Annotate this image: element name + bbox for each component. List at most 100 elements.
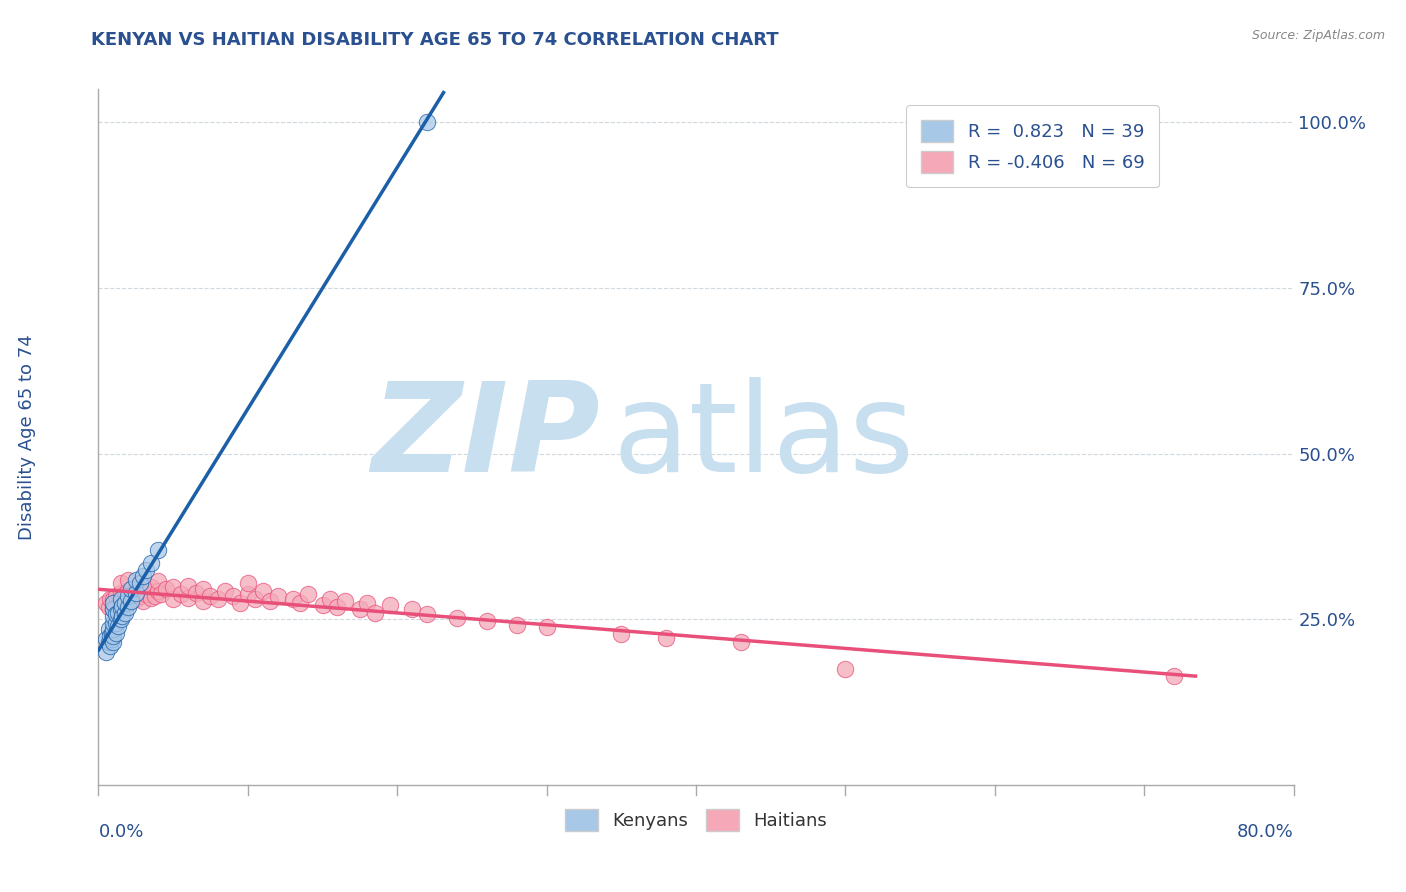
Point (110, 592, 132, 607)
Point (114, 599, 136, 613)
Point (326, 600, 349, 615)
Point (103, 609, 125, 624)
Point (110, 586, 132, 600)
Point (98, 629, 122, 643)
Point (139, 591, 162, 606)
Y-axis label: Disability Age 65 to 74: Disability Age 65 to 74 (18, 334, 37, 540)
Point (236, 587, 259, 601)
Point (94, 596, 117, 610)
Point (103, 596, 125, 610)
Point (105, 599, 128, 613)
Point (229, 596, 252, 610)
Point (191, 593, 214, 607)
Point (536, 620, 558, 634)
Point (114, 606, 136, 620)
Point (252, 584, 274, 599)
Point (103, 615, 125, 630)
Point (107, 606, 129, 620)
Point (117, 589, 139, 603)
Point (378, 598, 401, 612)
Point (610, 627, 633, 641)
Point (319, 592, 342, 607)
Text: 0.0%: 0.0% (98, 823, 143, 841)
Point (143, 589, 166, 603)
Point (222, 589, 245, 603)
Point (506, 617, 529, 632)
Point (117, 584, 139, 599)
Point (364, 606, 387, 620)
Point (191, 582, 214, 597)
Point (125, 582, 148, 597)
Point (162, 581, 184, 595)
Point (139, 581, 162, 595)
Point (401, 602, 423, 616)
Point (117, 573, 139, 587)
Point (110, 596, 132, 610)
Point (135, 563, 157, 577)
Point (259, 593, 281, 607)
Point (446, 611, 468, 625)
Point (245, 592, 267, 607)
Text: KENYAN VS HAITIAN DISABILITY AGE 65 TO 74 CORRELATION CHART: KENYAN VS HAITIAN DISABILITY AGE 65 TO 7… (91, 31, 779, 49)
Point (349, 602, 371, 616)
Point (98, 592, 122, 607)
Point (416, 115, 439, 129)
Point (416, 607, 439, 621)
Point (834, 662, 856, 676)
Point (129, 589, 152, 603)
Point (117, 600, 139, 615)
Point (177, 579, 200, 593)
Text: ZIP: ZIP (371, 376, 600, 498)
Point (1163, 668, 1185, 682)
Point (111, 609, 134, 624)
Text: Source: ZipAtlas.com: Source: ZipAtlas.com (1251, 29, 1385, 42)
Point (236, 575, 259, 590)
Point (150, 587, 173, 601)
Point (148, 584, 170, 599)
Text: atlas: atlas (613, 376, 914, 498)
Point (98, 639, 122, 653)
Point (103, 635, 125, 649)
Point (101, 632, 124, 647)
Point (356, 596, 378, 610)
Point (333, 593, 356, 607)
Point (177, 591, 200, 606)
Point (120, 582, 142, 597)
Point (214, 584, 236, 599)
Point (97, 635, 120, 649)
Point (103, 622, 125, 636)
Point (103, 602, 125, 616)
Legend: Kenyans, Haitians: Kenyans, Haitians (558, 802, 834, 838)
Point (132, 593, 155, 607)
Point (207, 592, 229, 607)
Point (475, 614, 498, 628)
Point (111, 599, 134, 613)
Point (101, 625, 124, 640)
Point (184, 586, 207, 600)
Point (139, 556, 162, 570)
Point (110, 602, 132, 616)
Point (103, 592, 125, 607)
Point (129, 575, 152, 590)
Point (297, 587, 319, 601)
Point (655, 631, 678, 645)
Point (103, 629, 125, 643)
Point (105, 589, 128, 603)
Point (730, 635, 752, 649)
Point (97, 622, 120, 636)
Point (110, 612, 132, 626)
Point (125, 586, 148, 600)
Point (94, 645, 117, 659)
Point (132, 582, 155, 597)
Point (105, 615, 128, 630)
Point (114, 596, 136, 610)
Point (267, 589, 290, 603)
Point (107, 619, 129, 633)
Point (105, 607, 128, 621)
Point (114, 587, 136, 601)
Point (288, 596, 311, 610)
Point (132, 569, 155, 583)
Point (125, 592, 148, 607)
Point (120, 593, 142, 607)
Point (148, 574, 170, 588)
